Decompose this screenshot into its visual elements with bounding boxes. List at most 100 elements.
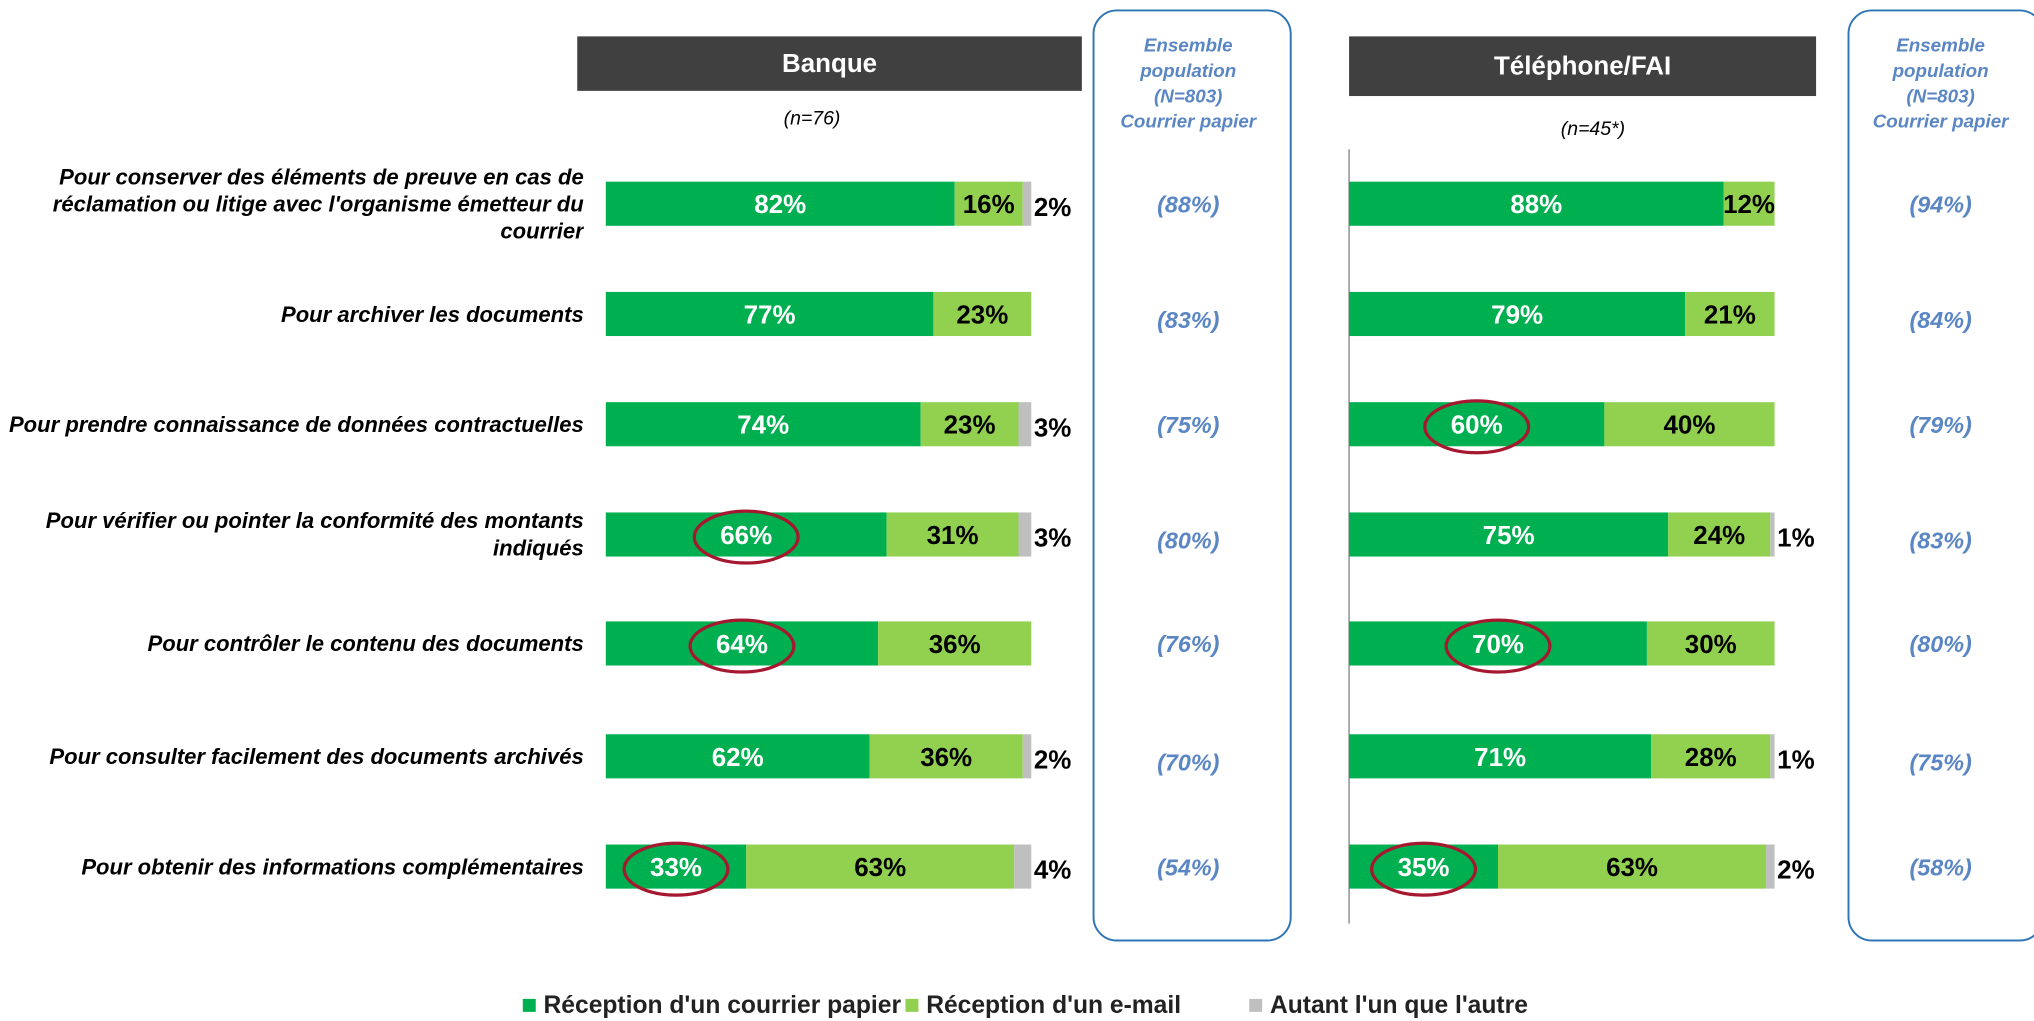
- highlight-circle: [1370, 841, 1478, 897]
- reference-value: (70%): [1157, 749, 1219, 775]
- bar-segment: [605, 512, 887, 557]
- bar-segment: [1022, 734, 1032, 779]
- reference-value: (54%): [1157, 854, 1219, 880]
- bar-segment: [1349, 844, 1498, 889]
- bar-segment: [933, 291, 1032, 337]
- category-text: Pour conserver des éléments de preuve en…: [52, 164, 584, 244]
- data-label: 60%: [1451, 412, 1503, 440]
- category-text: Pour obtenir des informations complément…: [81, 854, 584, 879]
- data-label: 23%: [956, 301, 1008, 329]
- reference-title: (N=803): [1154, 85, 1222, 106]
- data-label: 71%: [1474, 744, 1526, 772]
- reference-value: (84%): [1909, 307, 1971, 333]
- legend-label: Autant l'un que l'autre: [1270, 992, 1528, 1019]
- bar-segment: [1349, 621, 1647, 666]
- data-label: 23%: [944, 412, 996, 440]
- bar-segment: [605, 621, 879, 666]
- reference-title: (N=803): [1906, 85, 1974, 106]
- data-label: 2%: [1777, 857, 1815, 885]
- bar-segment: [1723, 181, 1775, 226]
- data-label: 36%: [929, 631, 981, 659]
- data-label: 63%: [1606, 854, 1658, 882]
- data-label: 63%: [854, 854, 906, 882]
- data-label: 1%: [1777, 525, 1815, 553]
- data-label: 4%: [1034, 857, 1072, 885]
- bar-segment: [1685, 291, 1775, 337]
- data-label: 21%: [1704, 301, 1756, 329]
- highlight-circle: [692, 509, 800, 565]
- title-box: [1349, 36, 1817, 97]
- data-label: 31%: [927, 522, 979, 550]
- data-label: 70%: [1472, 631, 1524, 659]
- reference-value: (75%): [1909, 749, 1971, 775]
- reference-title: population: [1892, 60, 1989, 81]
- bar-segment: [605, 291, 934, 337]
- bar-segment: [1349, 181, 1724, 226]
- bar-segment: [1497, 844, 1767, 889]
- reference-value: (75%): [1157, 412, 1219, 438]
- data-label: 40%: [1664, 412, 1716, 440]
- data-label: 36%: [920, 744, 972, 772]
- highlight-circle: [1423, 399, 1531, 455]
- bar-segment: [605, 734, 870, 779]
- title-box: [577, 36, 1082, 91]
- bar-segment: [1018, 512, 1032, 557]
- bar-segment: [1651, 734, 1771, 779]
- data-label: 77%: [744, 301, 796, 329]
- bar-segment: [1766, 844, 1775, 889]
- reference-value: (83%): [1157, 307, 1219, 333]
- legend-label: Réception d'un courrier papier: [544, 992, 902, 1019]
- bar-segment: [605, 402, 921, 447]
- reference-value: (88%): [1157, 191, 1219, 217]
- data-label: 3%: [1034, 525, 1072, 553]
- chart-title: Téléphone/FAI: [1494, 52, 1671, 80]
- chart-subtitle: (n=76): [784, 108, 841, 130]
- highlight-circle: [622, 841, 730, 897]
- bar-segment: [954, 181, 1023, 226]
- data-label: 75%: [1483, 522, 1535, 550]
- category-text: Pour archiver les documents: [281, 301, 584, 327]
- chart-title: Banque: [782, 50, 877, 78]
- reference-title: population: [1139, 60, 1236, 81]
- data-label: 1%: [1777, 746, 1815, 774]
- reference-box: [1092, 9, 1292, 942]
- highlight-circle: [1444, 618, 1552, 674]
- legend-swatch: [522, 998, 536, 1012]
- data-label: 62%: [712, 744, 764, 772]
- data-label: 33%: [650, 854, 702, 882]
- data-label: 30%: [1685, 631, 1737, 659]
- legend-swatch: [905, 998, 919, 1012]
- category-text: Pour contrôler le contenu des documents: [147, 631, 584, 656]
- bar-segment: [1018, 402, 1032, 447]
- bar-segment: [1770, 512, 1775, 557]
- category-label: Pour prendre connaissance de données con…: [8, 411, 584, 437]
- data-label: 3%: [1034, 414, 1072, 442]
- bar-segment: [746, 844, 1015, 889]
- data-label: 2%: [1034, 194, 1072, 222]
- data-label: 2%: [1034, 746, 1072, 774]
- bar-segment: [869, 734, 1023, 779]
- chart-subtitle: (n=45*): [1561, 118, 1625, 140]
- category-label: Pour conserver des éléments de preuve en…: [52, 164, 584, 244]
- reference-value: (79%): [1909, 412, 1971, 438]
- category-text: Pour prendre connaissance de données con…: [8, 411, 584, 437]
- bar-segment: [920, 402, 1019, 447]
- bar-segment: [1349, 402, 1605, 447]
- reference-title: Courrier papier: [1873, 111, 2010, 132]
- category-label: Pour archiver les documents: [281, 301, 584, 327]
- reference-value: (80%): [1909, 631, 1971, 657]
- reference-value: (83%): [1909, 527, 1971, 553]
- bar-segment: [1014, 844, 1032, 889]
- bar-segment: [1604, 402, 1775, 447]
- bar-segment: [1349, 734, 1652, 779]
- bar-segment: [886, 512, 1019, 557]
- category-label: Pour contrôler le contenu des documents: [147, 631, 584, 656]
- data-label: 28%: [1685, 744, 1737, 772]
- legend-label: Réception d'un e-mail: [926, 992, 1181, 1019]
- data-label: 64%: [716, 631, 768, 659]
- data-label: 16%: [963, 191, 1015, 219]
- reference-value: (94%): [1909, 191, 1971, 217]
- reference-value: (76%): [1157, 631, 1219, 657]
- bar-segment: [1646, 621, 1775, 666]
